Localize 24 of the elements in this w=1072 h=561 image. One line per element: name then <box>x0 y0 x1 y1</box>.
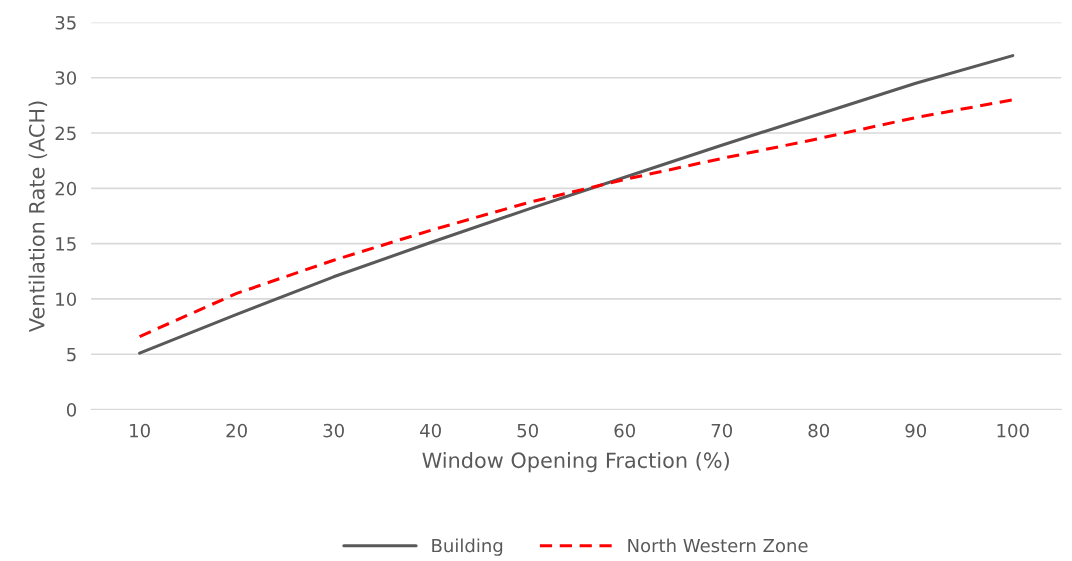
x-tick-label: 20 <box>226 423 247 438</box>
line-series <box>138 54 1015 355</box>
x-tick-label: 50 <box>517 423 538 438</box>
x-tick-label: 40 <box>420 423 441 438</box>
line-series <box>138 98 1015 339</box>
x-tick-label: 70 <box>711 423 733 438</box>
y-axis-title: Ventilation Rate (ACH) <box>28 101 48 333</box>
y-tick-label: 35 <box>55 15 76 30</box>
x-tick-label: 90 <box>905 423 927 438</box>
y-tick-label: 15 <box>56 237 76 251</box>
x-axis-title: Window Opening Fraction (%) <box>422 452 729 473</box>
y-tick-label: 20 <box>55 181 77 196</box>
y-tick-label: 30 <box>55 71 77 85</box>
y-tick-label: 25 <box>55 126 76 141</box>
x-tick-label: 30 <box>323 423 344 438</box>
x-tick-label: 100 <box>997 423 1029 438</box>
y-tick-label: 10 <box>56 292 77 307</box>
x-tick-label: 60 <box>614 423 635 438</box>
legend-label: Building <box>432 538 503 556</box>
x-tick-label: 10 <box>130 423 150 438</box>
y-tick-label: 5 <box>67 347 76 362</box>
x-tick-label: 80 <box>808 423 830 438</box>
y-tick-label: 0 <box>66 402 77 417</box>
legend-label: North Western Zone <box>628 538 808 553</box>
